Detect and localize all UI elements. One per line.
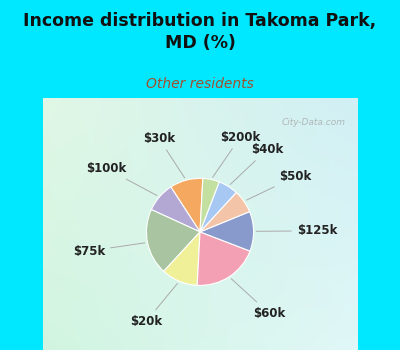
- Wedge shape: [200, 212, 254, 251]
- Text: Other residents: Other residents: [146, 77, 254, 91]
- Text: $60k: $60k: [231, 279, 285, 320]
- Text: $50k: $50k: [246, 170, 312, 200]
- Text: $125k: $125k: [256, 224, 337, 237]
- Text: Income distribution in Takoma Park,
MD (%): Income distribution in Takoma Park, MD (…: [24, 12, 376, 52]
- Text: $40k: $40k: [230, 143, 283, 184]
- Wedge shape: [200, 178, 219, 232]
- Wedge shape: [146, 210, 200, 271]
- Wedge shape: [151, 187, 200, 232]
- Wedge shape: [200, 193, 250, 232]
- Text: $30k: $30k: [143, 132, 185, 178]
- Wedge shape: [171, 178, 203, 232]
- Wedge shape: [197, 232, 250, 285]
- Wedge shape: [200, 182, 236, 232]
- Wedge shape: [164, 232, 200, 285]
- Text: $100k: $100k: [86, 162, 157, 196]
- Text: $200k: $200k: [213, 131, 260, 177]
- Text: $20k: $20k: [130, 284, 178, 328]
- Text: City-Data.com: City-Data.com: [282, 118, 346, 127]
- Text: $75k: $75k: [73, 243, 145, 258]
